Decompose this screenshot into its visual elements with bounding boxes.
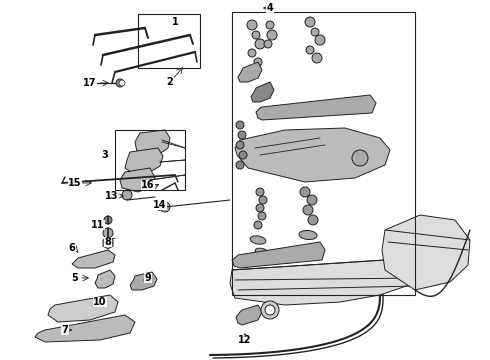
Polygon shape (95, 270, 115, 288)
Bar (232, 12, 415, 295)
Circle shape (247, 20, 257, 30)
Circle shape (311, 28, 319, 36)
Polygon shape (232, 242, 325, 268)
Text: 17: 17 (83, 78, 97, 88)
Polygon shape (235, 128, 390, 182)
Text: 10: 10 (93, 297, 107, 307)
Circle shape (267, 30, 277, 40)
Circle shape (306, 46, 314, 54)
Circle shape (103, 228, 113, 238)
Circle shape (160, 202, 170, 212)
Text: 13: 13 (105, 191, 119, 201)
Text: 7: 7 (62, 325, 69, 335)
Text: 15: 15 (68, 178, 82, 188)
Circle shape (252, 31, 260, 39)
Circle shape (248, 49, 256, 57)
Polygon shape (120, 168, 155, 192)
Text: 9: 9 (145, 273, 151, 283)
Circle shape (303, 205, 313, 215)
Circle shape (264, 40, 272, 48)
Text: 12: 12 (238, 335, 252, 345)
Text: 1: 1 (172, 17, 178, 27)
Circle shape (352, 150, 368, 166)
Text: 3: 3 (101, 150, 108, 160)
Polygon shape (135, 130, 170, 158)
Circle shape (236, 161, 244, 169)
Circle shape (258, 212, 266, 220)
Circle shape (238, 131, 246, 139)
Circle shape (104, 216, 112, 224)
Polygon shape (48, 295, 118, 322)
Polygon shape (236, 305, 262, 325)
Circle shape (256, 204, 264, 212)
Polygon shape (35, 315, 135, 342)
Polygon shape (72, 250, 115, 268)
Circle shape (308, 215, 318, 225)
Circle shape (256, 188, 264, 196)
Circle shape (307, 195, 317, 205)
Polygon shape (251, 82, 274, 102)
Text: 8: 8 (104, 237, 111, 247)
Polygon shape (256, 95, 376, 120)
Text: 11: 11 (91, 220, 105, 230)
Circle shape (265, 305, 275, 315)
Bar (138, 14, 200, 68)
Circle shape (236, 141, 244, 149)
Circle shape (254, 58, 262, 66)
Circle shape (315, 35, 325, 45)
Polygon shape (238, 62, 262, 82)
Polygon shape (382, 215, 470, 290)
Ellipse shape (255, 248, 269, 256)
Circle shape (122, 190, 132, 200)
Text: 5: 5 (72, 273, 78, 283)
Bar (115, 130, 185, 190)
Circle shape (119, 80, 125, 86)
Circle shape (300, 187, 310, 197)
Circle shape (116, 79, 124, 87)
Polygon shape (125, 148, 163, 175)
Circle shape (312, 53, 322, 63)
Ellipse shape (250, 236, 266, 244)
Ellipse shape (299, 230, 317, 239)
Circle shape (239, 151, 247, 159)
Circle shape (254, 221, 262, 229)
Circle shape (305, 17, 315, 27)
Polygon shape (230, 258, 420, 305)
Circle shape (266, 21, 274, 29)
Circle shape (236, 121, 244, 129)
Circle shape (261, 301, 279, 319)
Polygon shape (103, 237, 113, 249)
Polygon shape (130, 272, 157, 290)
Circle shape (259, 196, 267, 204)
Text: 6: 6 (69, 243, 75, 253)
Circle shape (255, 39, 265, 49)
Text: 14: 14 (153, 200, 167, 210)
Text: 2: 2 (167, 77, 173, 87)
Text: 4: 4 (267, 3, 273, 13)
Text: 16: 16 (141, 180, 155, 190)
